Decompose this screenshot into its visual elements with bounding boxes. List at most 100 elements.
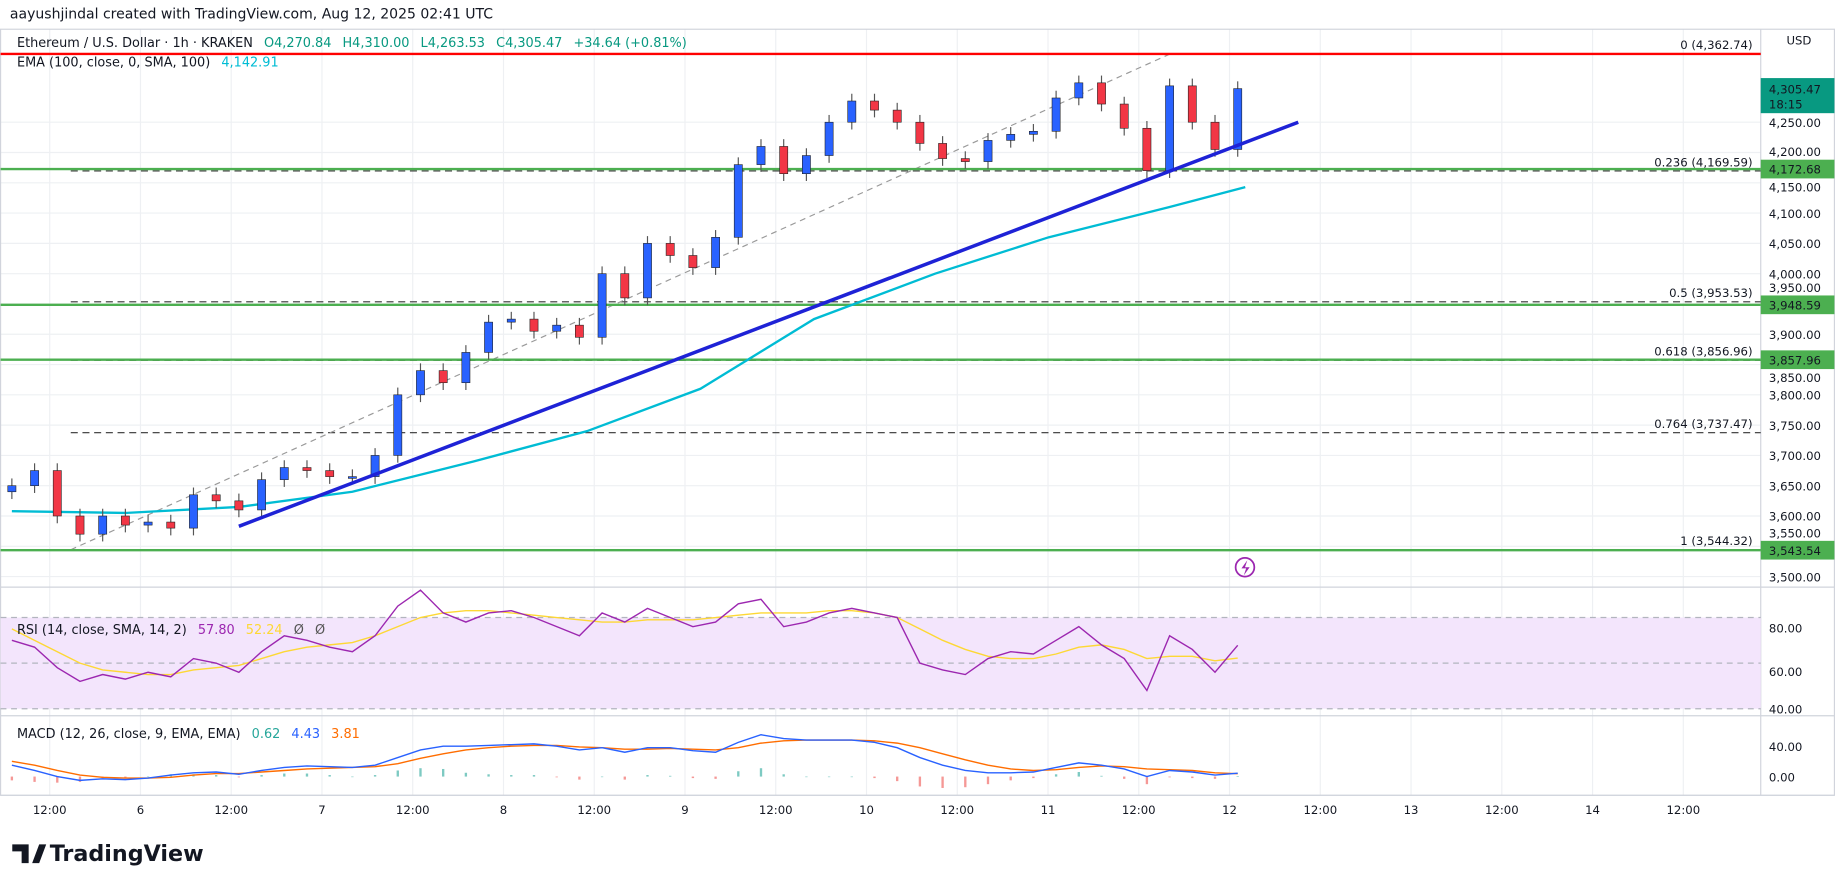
- candle[interactable]: [166, 514, 176, 536]
- fib-level-label: 0.236 (4,169.59): [1654, 155, 1752, 169]
- candle[interactable]: [143, 514, 153, 533]
- candle-body: [279, 467, 289, 480]
- candle[interactable]: [438, 363, 448, 390]
- macd-histogram-bar: [305, 773, 309, 777]
- candle-body: [620, 273, 630, 299]
- candle[interactable]: [1074, 75, 1084, 106]
- candle[interactable]: [915, 114, 925, 151]
- candle-body: [688, 255, 698, 268]
- candle-body: [393, 394, 403, 456]
- candle[interactable]: [960, 151, 970, 169]
- candle[interactable]: [234, 493, 244, 518]
- candle[interactable]: [302, 460, 312, 478]
- macd-line: [11, 734, 1238, 782]
- candle[interactable]: [620, 266, 630, 306]
- candle[interactable]: [52, 463, 62, 524]
- rsi-pane[interactable]: [0, 589, 1761, 710]
- candle[interactable]: [892, 102, 902, 130]
- candle[interactable]: [1097, 75, 1106, 112]
- candle[interactable]: [597, 266, 607, 345]
- lightning-glyph: [1241, 560, 1250, 576]
- candle[interactable]: [733, 157, 743, 245]
- candle[interactable]: [98, 508, 108, 542]
- candle[interactable]: [1051, 90, 1061, 139]
- candle-body: [325, 470, 335, 477]
- price-tick-label: 3,800.00: [1769, 389, 1821, 403]
- candle[interactable]: [575, 317, 584, 345]
- candle-body: [575, 324, 584, 338]
- candle[interactable]: [7, 478, 17, 500]
- candle[interactable]: [75, 508, 85, 542]
- candle[interactable]: [688, 248, 698, 275]
- time-tick-label: 14: [1585, 803, 1600, 817]
- candle[interactable]: [325, 463, 335, 484]
- candle[interactable]: [1006, 127, 1016, 148]
- candle-body: [1119, 103, 1129, 129]
- candle[interactable]: [802, 148, 811, 181]
- macd-histogram-bar: [1123, 776, 1126, 779]
- candle[interactable]: [393, 387, 403, 463]
- candle[interactable]: [1142, 121, 1152, 178]
- candle-body: [915, 121, 925, 144]
- legend: Ethereum / U.S. Dollar · 1h · KRAKEN O4,…: [17, 36, 687, 51]
- candle[interactable]: [1210, 114, 1220, 157]
- candle-body: [847, 100, 857, 123]
- candle[interactable]: [711, 230, 720, 275]
- candle[interactable]: [870, 93, 879, 118]
- candle[interactable]: [1165, 78, 1174, 178]
- time-tick-label: 12:00: [1122, 803, 1156, 817]
- price-tick-label: 3,500.00: [1769, 570, 1821, 584]
- candle-body: [643, 243, 652, 299]
- price-tick-label: 3,550.00: [1769, 526, 1821, 540]
- candle[interactable]: [665, 236, 675, 263]
- candle-body: [552, 324, 562, 332]
- macd-histogram-bar: [1191, 776, 1194, 779]
- candle[interactable]: [257, 472, 266, 518]
- candle[interactable]: [120, 508, 130, 533]
- credit-text: aayushjindal created with TradingView.co…: [10, 7, 493, 23]
- candle[interactable]: [461, 345, 471, 390]
- candle[interactable]: [756, 139, 766, 172]
- macd-histogram-bar: [964, 776, 967, 788]
- time-tick-label: 8: [500, 803, 507, 817]
- candle[interactable]: [552, 317, 562, 339]
- candle-body: [120, 515, 130, 526]
- candle[interactable]: [279, 460, 289, 487]
- candle[interactable]: [847, 93, 857, 130]
- candle[interactable]: [1187, 78, 1197, 130]
- candle[interactable]: [211, 487, 221, 509]
- trendline[interactable]: [238, 120, 1299, 528]
- macd-pane[interactable]: [10, 734, 1239, 788]
- rsi-tick-label: 60.00: [1769, 665, 1802, 679]
- candle[interactable]: [484, 314, 493, 360]
- macd-histogram-bar: [691, 776, 695, 779]
- candle[interactable]: [643, 236, 652, 306]
- candle[interactable]: [983, 133, 993, 169]
- macd-histogram-bar: [759, 768, 763, 777]
- time-tick-label: 12:00: [33, 803, 67, 817]
- time-tick-label: 12:00: [577, 803, 611, 817]
- candle-body: [1210, 121, 1220, 150]
- candle[interactable]: [1119, 96, 1129, 136]
- candle[interactable]: [416, 363, 425, 403]
- currency-label[interactable]: USD: [1786, 33, 1811, 47]
- tradingview-logo[interactable]: TradingView: [12, 841, 204, 867]
- candle[interactable]: [370, 448, 380, 484]
- rsi-tick-label: 40.00: [1769, 702, 1802, 716]
- candle-body: [484, 321, 493, 353]
- candle-body: [870, 100, 879, 111]
- candle[interactable]: [529, 311, 539, 339]
- time-tick-label: 12:00: [396, 803, 430, 817]
- macd-histogram-bar: [555, 776, 558, 778]
- candle[interactable]: [506, 311, 516, 330]
- candle-body: [7, 485, 17, 493]
- candle[interactable]: [938, 136, 947, 166]
- candle[interactable]: [30, 463, 39, 493]
- candle[interactable]: [1029, 124, 1038, 142]
- candle[interactable]: [779, 139, 789, 181]
- candle[interactable]: [824, 114, 834, 163]
- price-pane[interactable]: 0 (4,362.74) 0.236 (4,169.59) 0.5 (3,953.5…: [0, 38, 1761, 578]
- candle[interactable]: [189, 487, 198, 536]
- macd-histogram-bar: [714, 776, 717, 779]
